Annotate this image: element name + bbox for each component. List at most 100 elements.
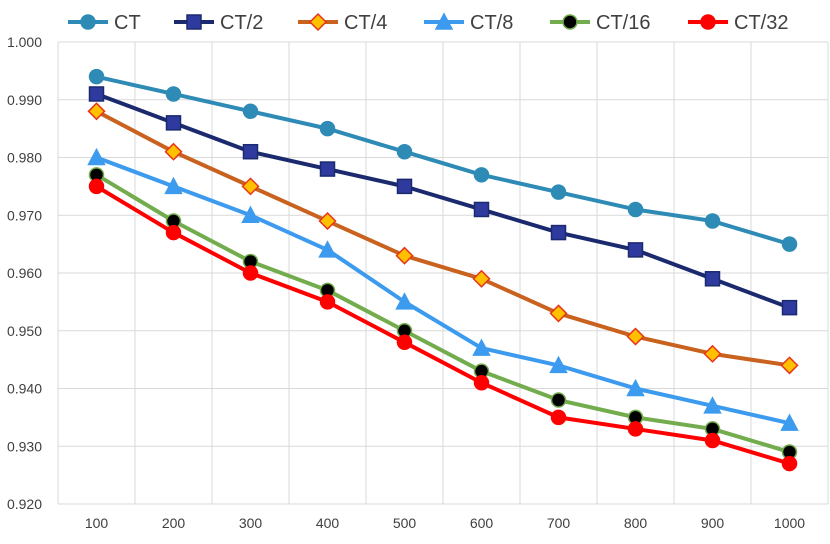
legend-marker	[308, 12, 328, 32]
data-point	[319, 120, 336, 137]
legend-item: CT/32	[688, 12, 788, 34]
legend-label: CT/8	[470, 12, 513, 34]
data-point	[88, 86, 105, 102]
data-point	[703, 344, 722, 363]
y-tick-label: 0.950	[7, 323, 42, 339]
y-tick-label: 0.980	[7, 150, 42, 166]
data-point	[473, 167, 490, 183]
data-point	[780, 413, 799, 431]
series-line	[95, 109, 790, 368]
x-tick-label: 800	[624, 515, 648, 531]
legend-item: CT/4	[298, 12, 387, 34]
series-ct-2	[88, 86, 798, 316]
legend-label: CT/16	[596, 12, 650, 34]
data-point	[627, 421, 644, 437]
data-point	[396, 143, 413, 160]
data-point	[164, 176, 183, 195]
legend-marker	[434, 12, 454, 30]
data-point	[242, 265, 259, 281]
x-tick-label: 100	[85, 515, 109, 531]
legend-item: CT/2	[174, 12, 263, 34]
data-point	[781, 455, 798, 472]
data-point	[472, 269, 491, 288]
series-line	[96, 74, 791, 247]
legend-label: CT/4	[344, 12, 387, 34]
x-tick-label: 200	[162, 515, 186, 531]
legend-item: CT/16	[550, 12, 650, 34]
data-point	[627, 201, 644, 218]
data-point	[703, 396, 722, 414]
y-tick-label: 0.960	[7, 265, 42, 281]
y-tick-label: 0.920	[7, 496, 42, 512]
data-point	[165, 86, 182, 102]
legend-item: CT	[68, 12, 141, 34]
data-point	[88, 178, 105, 195]
data-point	[626, 378, 645, 397]
series	[87, 68, 799, 472]
data-point	[318, 240, 337, 258]
series-line	[95, 173, 791, 454]
data-point	[549, 355, 568, 374]
data-point	[241, 205, 260, 223]
data-point	[87, 102, 106, 121]
x-tick-label: 1000	[774, 515, 805, 531]
legend-marker	[562, 14, 578, 30]
data-point	[88, 68, 105, 85]
legend: CT CT/2 CT/4 CT/8 CT/16 CT/32	[68, 12, 788, 34]
data-point	[473, 374, 490, 391]
data-point	[550, 392, 567, 408]
data-point	[165, 224, 182, 241]
series-line	[95, 184, 791, 466]
data-point	[396, 178, 413, 195]
data-point	[87, 147, 106, 166]
data-point	[781, 236, 798, 252]
series-ct-16	[88, 167, 798, 460]
legend-label: CT	[114, 12, 141, 34]
legend-item: CT/8	[424, 12, 513, 34]
data-point	[473, 201, 490, 218]
series-ct-4	[87, 102, 799, 375]
legend-marker	[80, 14, 96, 30]
data-point	[396, 334, 413, 351]
legend-label: CT/2	[220, 12, 263, 34]
y-tick-label: 1.000	[7, 34, 42, 50]
data-point	[318, 211, 337, 231]
series-ct-32	[88, 178, 798, 472]
data-point	[242, 143, 259, 160]
data-point	[549, 304, 568, 323]
data-point	[781, 299, 798, 316]
axes: 0.920 0.930 0.940 0.950 0.960 0.970 0.980 0.990…	[7, 34, 805, 531]
legend-marker	[186, 14, 202, 30]
data-point	[704, 271, 721, 287]
data-point	[242, 103, 259, 120]
y-tick-label: 0.940	[7, 381, 42, 397]
data-point	[627, 242, 644, 258]
data-point	[704, 213, 721, 229]
data-point	[626, 327, 645, 346]
data-point	[165, 115, 182, 131]
data-point	[164, 142, 183, 161]
data-point	[241, 177, 260, 196]
data-point	[395, 246, 414, 265]
legend-marker	[700, 14, 716, 30]
data-point	[319, 161, 336, 177]
y-tick-label: 0.970	[7, 207, 42, 223]
data-point	[550, 224, 567, 241]
y-tick-label: 0.990	[7, 92, 42, 108]
data-point	[550, 184, 567, 200]
data-point	[550, 409, 567, 426]
series-line	[95, 92, 791, 310]
x-tick-label: 500	[393, 515, 417, 531]
grid	[57, 41, 829, 505]
series-ct-8	[87, 147, 799, 431]
data-point	[395, 292, 414, 310]
legend-label: CT/32	[734, 12, 788, 34]
x-tick-label: 300	[239, 515, 263, 531]
x-tick-label: 600	[470, 515, 494, 531]
x-tick-label: 700	[547, 515, 571, 531]
series-line	[95, 155, 790, 426]
x-tick-label: 900	[701, 515, 725, 531]
y-tick-label: 0.930	[7, 438, 42, 454]
